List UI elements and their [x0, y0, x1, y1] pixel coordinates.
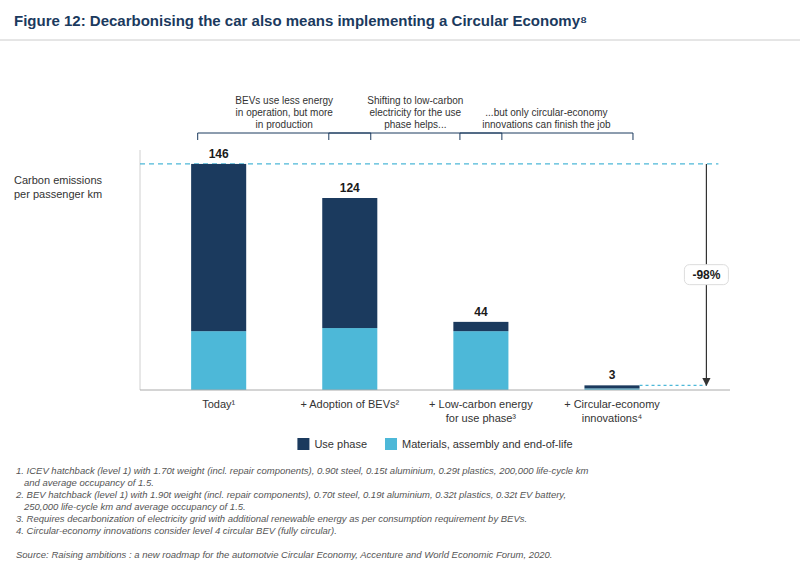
bar-segment — [191, 331, 246, 390]
x-tick-label: + Adoption of BEVs² — [300, 398, 399, 410]
legend-swatch — [385, 438, 397, 450]
legend-label: Materials, assembly and end-of-life — [402, 438, 573, 450]
x-tick-label: Today¹ — [202, 398, 235, 410]
x-tick-label-line: for use phase³ — [446, 412, 517, 424]
change-badge — [684, 265, 728, 285]
bar-segment — [453, 331, 508, 390]
total-label: 3 — [609, 368, 616, 382]
bars — [191, 164, 639, 390]
legend-swatch — [297, 438, 309, 450]
bar-segment — [322, 198, 377, 328]
annotation-line: in operation, but more — [236, 107, 334, 118]
x-tick-label-line: + Circular-economy — [564, 398, 660, 410]
legend-label: Use phase — [314, 438, 367, 450]
total-label: 44 — [474, 305, 488, 319]
annotation-line: Shifting to low-carbon — [367, 95, 463, 106]
x-tick-label-line: + Adoption of BEVs² — [300, 398, 399, 410]
y-label-line: per passenger km — [14, 188, 102, 200]
footnote: 2. BEV hatchback (level 1) with 1.90t we… — [15, 489, 566, 500]
x-tick-label-line: innovations⁴ — [582, 412, 643, 424]
bracket — [460, 133, 633, 140]
footnote: and average occupancy of 1.5. — [16, 477, 154, 488]
x-tick-label-line: + Low-carbon energy — [429, 398, 533, 410]
annotation-line: electricity for the use — [369, 107, 461, 118]
change-label: -98% — [692, 268, 720, 282]
source: Source: Raising ambitions : a new roadma… — [16, 549, 552, 560]
title: Figure 12: Decarbonising the car also me… — [14, 12, 587, 29]
y-axis-line — [140, 150, 141, 390]
footnote: 3. Requires decarbonization of electrici… — [16, 513, 527, 524]
footnote: 4. Circular-economy innovations consider… — [16, 525, 337, 536]
annotation: ...but only circular-economyinnovations … — [482, 107, 611, 130]
annotation-line: innovations can finish the job — [482, 119, 611, 130]
end-line — [640, 385, 707, 386]
y-label-line: Carbon emissions — [14, 174, 103, 186]
legend: Use phase Materials, assembly and end-of-… — [297, 438, 572, 450]
chart: Figure 12: Decarbonising the car also me… — [0, 0, 800, 585]
x-tick-label-line: Today¹ — [202, 398, 235, 410]
annotation-line: BEVs use less energy — [235, 95, 333, 106]
annotation: Shifting to low-carbonelectricity for th… — [367, 95, 463, 130]
total-label: 146 — [209, 147, 229, 161]
annotation-line: ...but only circular-economy — [485, 107, 607, 118]
bracket — [329, 133, 502, 140]
footnote: 1. ICEV hatchback (level 1) with 1.70t w… — [16, 465, 588, 476]
bracket — [198, 133, 371, 140]
footnote: 250,000 life-cycle km and average occupa… — [16, 501, 246, 512]
y-label: Carbon emissions per passenger km — [14, 174, 103, 200]
bar-segment — [191, 164, 246, 331]
title-divider — [0, 40, 800, 41]
bar-segment — [322, 328, 377, 390]
title-line: Figure 12: Decarbonising the car also me… — [14, 12, 587, 29]
baseline — [140, 390, 730, 391]
x-tick-label: + Low-carbon energy for use phase³ — [429, 398, 533, 424]
x-tick-label: + Circular-economy innovations⁴ — [564, 398, 660, 424]
annotation: BEVs use less energyin operation, but mo… — [235, 95, 333, 130]
annotation-line: phase helps... — [384, 119, 446, 130]
bar-segment — [453, 322, 508, 331]
total-label: 124 — [340, 181, 360, 195]
bar-segment — [584, 385, 639, 388]
annotation-line: in production — [256, 119, 313, 130]
